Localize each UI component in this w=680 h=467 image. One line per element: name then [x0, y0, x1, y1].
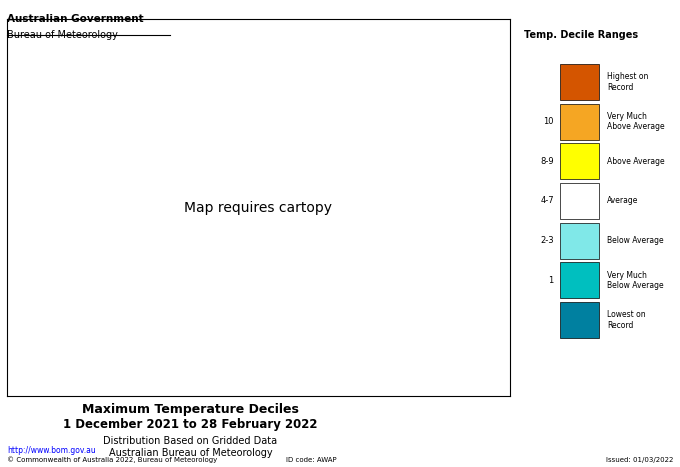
Bar [560, 104, 599, 140]
Text: 4-7: 4-7 [540, 197, 554, 205]
Text: Map requires cartopy: Map requires cartopy [184, 200, 332, 214]
Text: 2-3: 2-3 [540, 236, 554, 245]
Text: Below Average: Below Average [607, 236, 664, 245]
Bar [560, 143, 599, 179]
Text: http://www.bom.gov.au: http://www.bom.gov.au [7, 446, 96, 455]
Bar [560, 64, 599, 100]
Bar [560, 302, 599, 338]
Bar [560, 223, 599, 259]
Text: Average: Average [607, 197, 639, 205]
Text: Highest on
Record: Highest on Record [607, 72, 649, 92]
Text: 8-9: 8-9 [540, 157, 554, 166]
Text: Bureau of Meteorology: Bureau of Meteorology [7, 30, 118, 40]
Bar [560, 262, 599, 298]
Text: Maximum Temperature Deciles: Maximum Temperature Deciles [82, 403, 299, 416]
Text: Australian Government: Australian Government [7, 14, 143, 24]
Text: Australian Bureau of Meteorology: Australian Bureau of Meteorology [109, 448, 272, 458]
Text: Issued: 01/03/2022: Issued: 01/03/2022 [606, 457, 673, 463]
Text: Distribution Based on Gridded Data: Distribution Based on Gridded Data [103, 436, 277, 446]
Text: Above Average: Above Average [607, 157, 665, 166]
Text: 1 December 2021 to 28 February 2022: 1 December 2021 to 28 February 2022 [63, 417, 318, 431]
Text: Very Much
Above Average: Very Much Above Average [607, 112, 665, 131]
Text: Lowest on
Record: Lowest on Record [607, 310, 646, 330]
Text: ID code: AWAP: ID code: AWAP [286, 457, 336, 463]
Text: 10: 10 [543, 117, 554, 126]
Text: Very Much
Below Average: Very Much Below Average [607, 270, 664, 290]
Text: © Commonwealth of Australia 2022, Bureau of Meteorology: © Commonwealth of Australia 2022, Bureau… [7, 457, 217, 463]
Bar [560, 183, 599, 219]
Text: Temp. Decile Ranges: Temp. Decile Ranges [524, 30, 638, 40]
Text: 1: 1 [549, 276, 554, 285]
